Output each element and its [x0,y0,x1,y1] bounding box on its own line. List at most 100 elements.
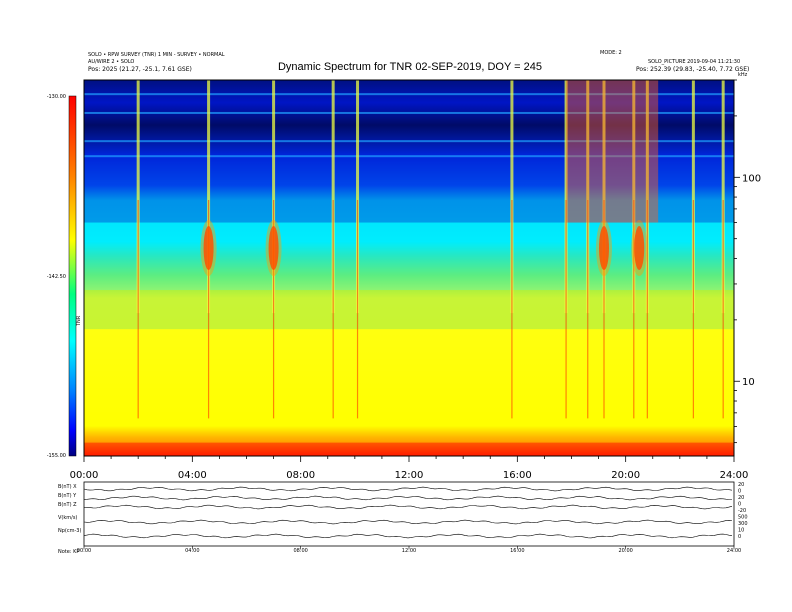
bottom-right-tick-2: 20 [738,495,744,501]
bottom-trace-3 [83,519,733,525]
bottom-x-tick-label-1200: 12:00 [402,548,416,554]
chart-title: Dynamic Spectrum for TNR 02-SEP-2019, DO… [278,61,542,73]
bottom-x-tick-label-2000: 20:00 [618,548,632,554]
solar-wind-panel: B(nT) X B(nT) Y B(nT) Z V(km/s) Np(cm-3) Note… [58,481,748,555]
radio-burst-halo-2 [596,220,612,277]
bottom-trace-4 [83,533,733,539]
bottom-label-0: B(nT) X [58,484,77,490]
bottom-label-1: B(nT) Y [58,493,77,499]
header-right-line-1: MODE: 2 [600,50,622,56]
interference-line-0 [84,93,734,96]
bottom-trace-2 [83,504,733,510]
radio-event-9 [632,80,636,314]
bottom-label-4: Np(cm-3) [58,528,81,534]
radio-event-2 [272,80,276,314]
radio-event-4 [356,80,360,314]
bottom-x-tick-label-0400: 04:00 [185,548,199,554]
interference-line-3 [84,155,734,158]
colorbar-gradient [68,95,77,457]
y-axis-unit: kHz [738,72,748,78]
y-tick-label-10: 10 [742,377,755,388]
radio-event-5 [510,80,514,314]
interference-line-2 [84,140,734,143]
radio-event-1 [207,80,211,314]
bottom-right-tick-0: 20 [738,482,744,488]
radio-event-core-6 [565,200,567,419]
radio-event-core-2 [272,200,275,419]
bottom-right-tick-1: 0 [738,489,741,495]
interference-line-1 [84,111,734,114]
radio-event-core-4 [356,200,359,419]
header-right-line-2: SOLO_PICTURE 2019-09-04 11:21:30 [648,59,740,65]
bottom-label-2: B(nT) Z [58,502,77,508]
header-left-line-3: Pos: 2025 (21.27, -25.1, 7.61 GSE) [88,66,192,73]
x-tick-label-0000: 00:00 [70,470,99,481]
bottom-trace-0 [83,486,733,492]
spectral-band-3 [84,329,734,443]
spectral-band-4 [84,442,734,456]
time-axis: 00:00 04:00 08:00 12:00 16:00 20:00 24:00 [70,456,749,481]
spectral-band-1 [84,222,734,291]
x-tick-label-2400: 24:00 [720,470,749,481]
radio-event-core-1 [207,200,210,419]
bottom-label-3: V(km/s) [58,515,77,521]
radio-event-0 [136,80,140,314]
radio-event-core-7 [587,200,589,419]
radio-burst-halo-3 [631,220,648,277]
radio-event-11 [691,80,695,314]
colorbar-label: TNR [76,315,82,327]
radio-event-core-12 [722,200,724,419]
radio-event-8 [602,80,606,314]
radio-event-core-8 [603,200,605,419]
y-tick-label-100: 100 [742,173,761,184]
bottom-right-tick-7: 10 [738,528,744,534]
radio-event-6 [564,80,568,314]
x-tick-label-1600: 16:00 [503,470,532,481]
header-right-line-3: Pos: 252.39 (29.83, -25.40, 7.72 GSE) [636,66,749,73]
spectrogram-background [84,80,734,456]
header-left-line-1: SOLO • RPW SURVEY (TNR) 1 MIN - SURVEY •… [88,52,225,58]
x-tick-label-1200: 12:00 [395,470,424,481]
bottom-trace-1 [83,495,732,501]
radio-event-core-10 [646,200,648,419]
radio-event-3 [331,80,335,314]
radio-event-core-9 [633,200,635,419]
bottom-panel-frame [83,481,735,547]
bottom-right-tick-6: 300 [738,521,748,527]
radio-burst-3 [634,226,645,271]
bottom-right-tick-8: 0 [738,534,741,540]
bottom-right-tick-4: -20 [738,508,746,514]
right-frequency-axis: kHz 100 10 [733,72,761,456]
bottom-x-tick-label-2400: 24:00 [727,548,741,554]
colorbar-tick-bottom: -155.00 [47,453,66,459]
bottom-right-tick-3: 0 [738,502,741,508]
x-tick-label-2000: 20:00 [611,470,640,481]
bottom-x-tick-label-0000: 00:00 [77,548,91,554]
bottom-right-tick-5: 500 [738,515,748,521]
colorbar: -130.00 -142.50 -155.00 TNR [47,94,82,459]
radio-event-core-0 [137,200,139,419]
x-tick-label-0400: 04:00 [178,470,207,481]
radio-burst-halo-1 [265,220,282,277]
active-region-18-21h [566,80,659,223]
radio-burst-halo-0 [200,220,217,277]
spectral-band-0 [84,80,734,223]
radio-event-core-3 [332,200,334,419]
header-left-line-2: AU/WIRE 2 • SOLO [88,59,134,65]
radio-event-7 [586,80,590,314]
radio-burst-2 [599,226,609,271]
bottom-x-tick-label-1600: 16:00 [510,548,524,554]
radio-event-10 [645,80,649,314]
bottom-x-tick-label-0800: 08:00 [293,548,307,554]
colorbar-tick-mid: -142.50 [47,274,66,280]
colorbar-tick-top: -130.00 [47,94,66,100]
radio-event-core-11 [692,200,694,419]
radio-event-core-5 [511,200,513,419]
radio-burst-1 [268,226,279,271]
spectrogram [84,80,734,456]
radio-burst-0 [203,226,214,271]
spectral-band-2 [84,290,734,330]
radio-event-12 [721,80,725,314]
x-tick-label-0800: 08:00 [286,470,315,481]
